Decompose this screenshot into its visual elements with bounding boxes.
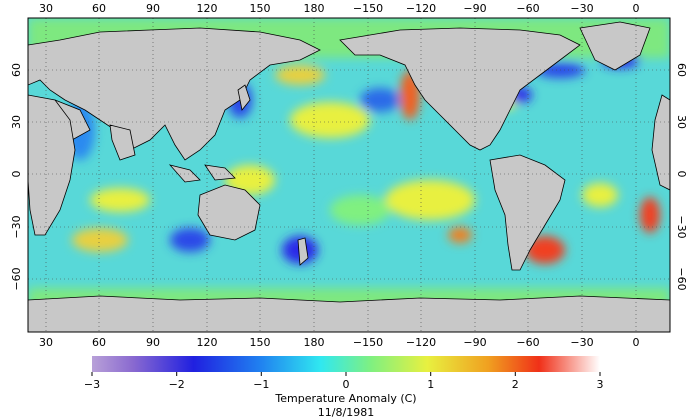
bottom-lon-label: 60 <box>92 336 106 349</box>
top-lon-label: 30 <box>39 2 53 15</box>
bottom-longitude-labels: 30 60 90 120 150 180 −150 −120 −90 −60 −… <box>39 336 640 349</box>
bottom-lon-label: −120 <box>406 336 436 349</box>
top-lon-label: 180 <box>304 2 325 15</box>
right-lat-label: 0 <box>675 171 688 178</box>
colorbar-tick-label: 2 <box>512 378 519 391</box>
left-lat-label: 30 <box>10 115 23 129</box>
bottom-lon-label: −60 <box>516 336 539 349</box>
colorbar-tick-label: −1 <box>253 378 269 391</box>
bottom-lon-label: −90 <box>463 336 486 349</box>
bottom-lon-label: −150 <box>353 336 383 349</box>
bottom-lon-label: 90 <box>146 336 160 349</box>
colorbar-ticks <box>91 372 601 376</box>
anomaly-field <box>28 18 670 332</box>
top-lon-label: 0 <box>633 2 640 15</box>
bottom-lon-label: 120 <box>197 336 218 349</box>
bottom-lon-label: −30 <box>570 336 593 349</box>
colorbar-tick-labels: −3 −2 −1 0 1 2 3 <box>84 378 604 391</box>
colorbar-tick-label: 1 <box>427 378 434 391</box>
map-date: 11/8/1981 <box>318 406 374 419</box>
right-lat-label: 60 <box>675 63 688 77</box>
top-lon-label: 120 <box>197 2 218 15</box>
map-frame <box>27 17 671 333</box>
left-lat-label: 60 <box>10 63 23 77</box>
bottom-lon-label: 30 <box>39 336 53 349</box>
left-lat-label: −30 <box>10 215 23 238</box>
top-lon-label: −60 <box>516 2 539 15</box>
colorbar <box>92 356 600 372</box>
right-lat-label: −30 <box>675 215 688 238</box>
landmasses <box>28 21 670 332</box>
top-lon-label: 60 <box>92 2 106 15</box>
top-longitude-labels: 30 60 90 120 150 180 −150 −120 −90 −60 −… <box>39 2 640 15</box>
right-latitude-labels: 60 30 0 −30 −60 <box>675 63 688 291</box>
left-latitude-labels: 60 30 0 −30 −60 <box>10 63 23 291</box>
top-lon-label: 150 <box>250 2 271 15</box>
bottom-lon-label: 150 <box>250 336 271 349</box>
left-lat-label: −60 <box>10 267 23 290</box>
colorbar-tick-label: 3 <box>597 378 604 391</box>
right-lat-label: 30 <box>675 115 688 129</box>
left-lat-label: 0 <box>10 171 23 178</box>
top-lon-label: −30 <box>570 2 593 15</box>
bottom-lon-label: 0 <box>633 336 640 349</box>
graticule <box>28 18 670 332</box>
colorbar-tick-label: −3 <box>84 378 100 391</box>
colorbar-title: Temperature Anomaly (C) <box>274 392 416 405</box>
colorbar-tick-label: −2 <box>169 378 185 391</box>
top-lon-label: −90 <box>463 2 486 15</box>
right-lat-label: −60 <box>675 267 688 290</box>
top-lon-label: 90 <box>146 2 160 15</box>
bottom-lon-label: 180 <box>304 336 325 349</box>
top-lon-label: −120 <box>406 2 436 15</box>
colorbar-tick-label: 0 <box>343 378 350 391</box>
top-lon-label: −150 <box>353 2 383 15</box>
